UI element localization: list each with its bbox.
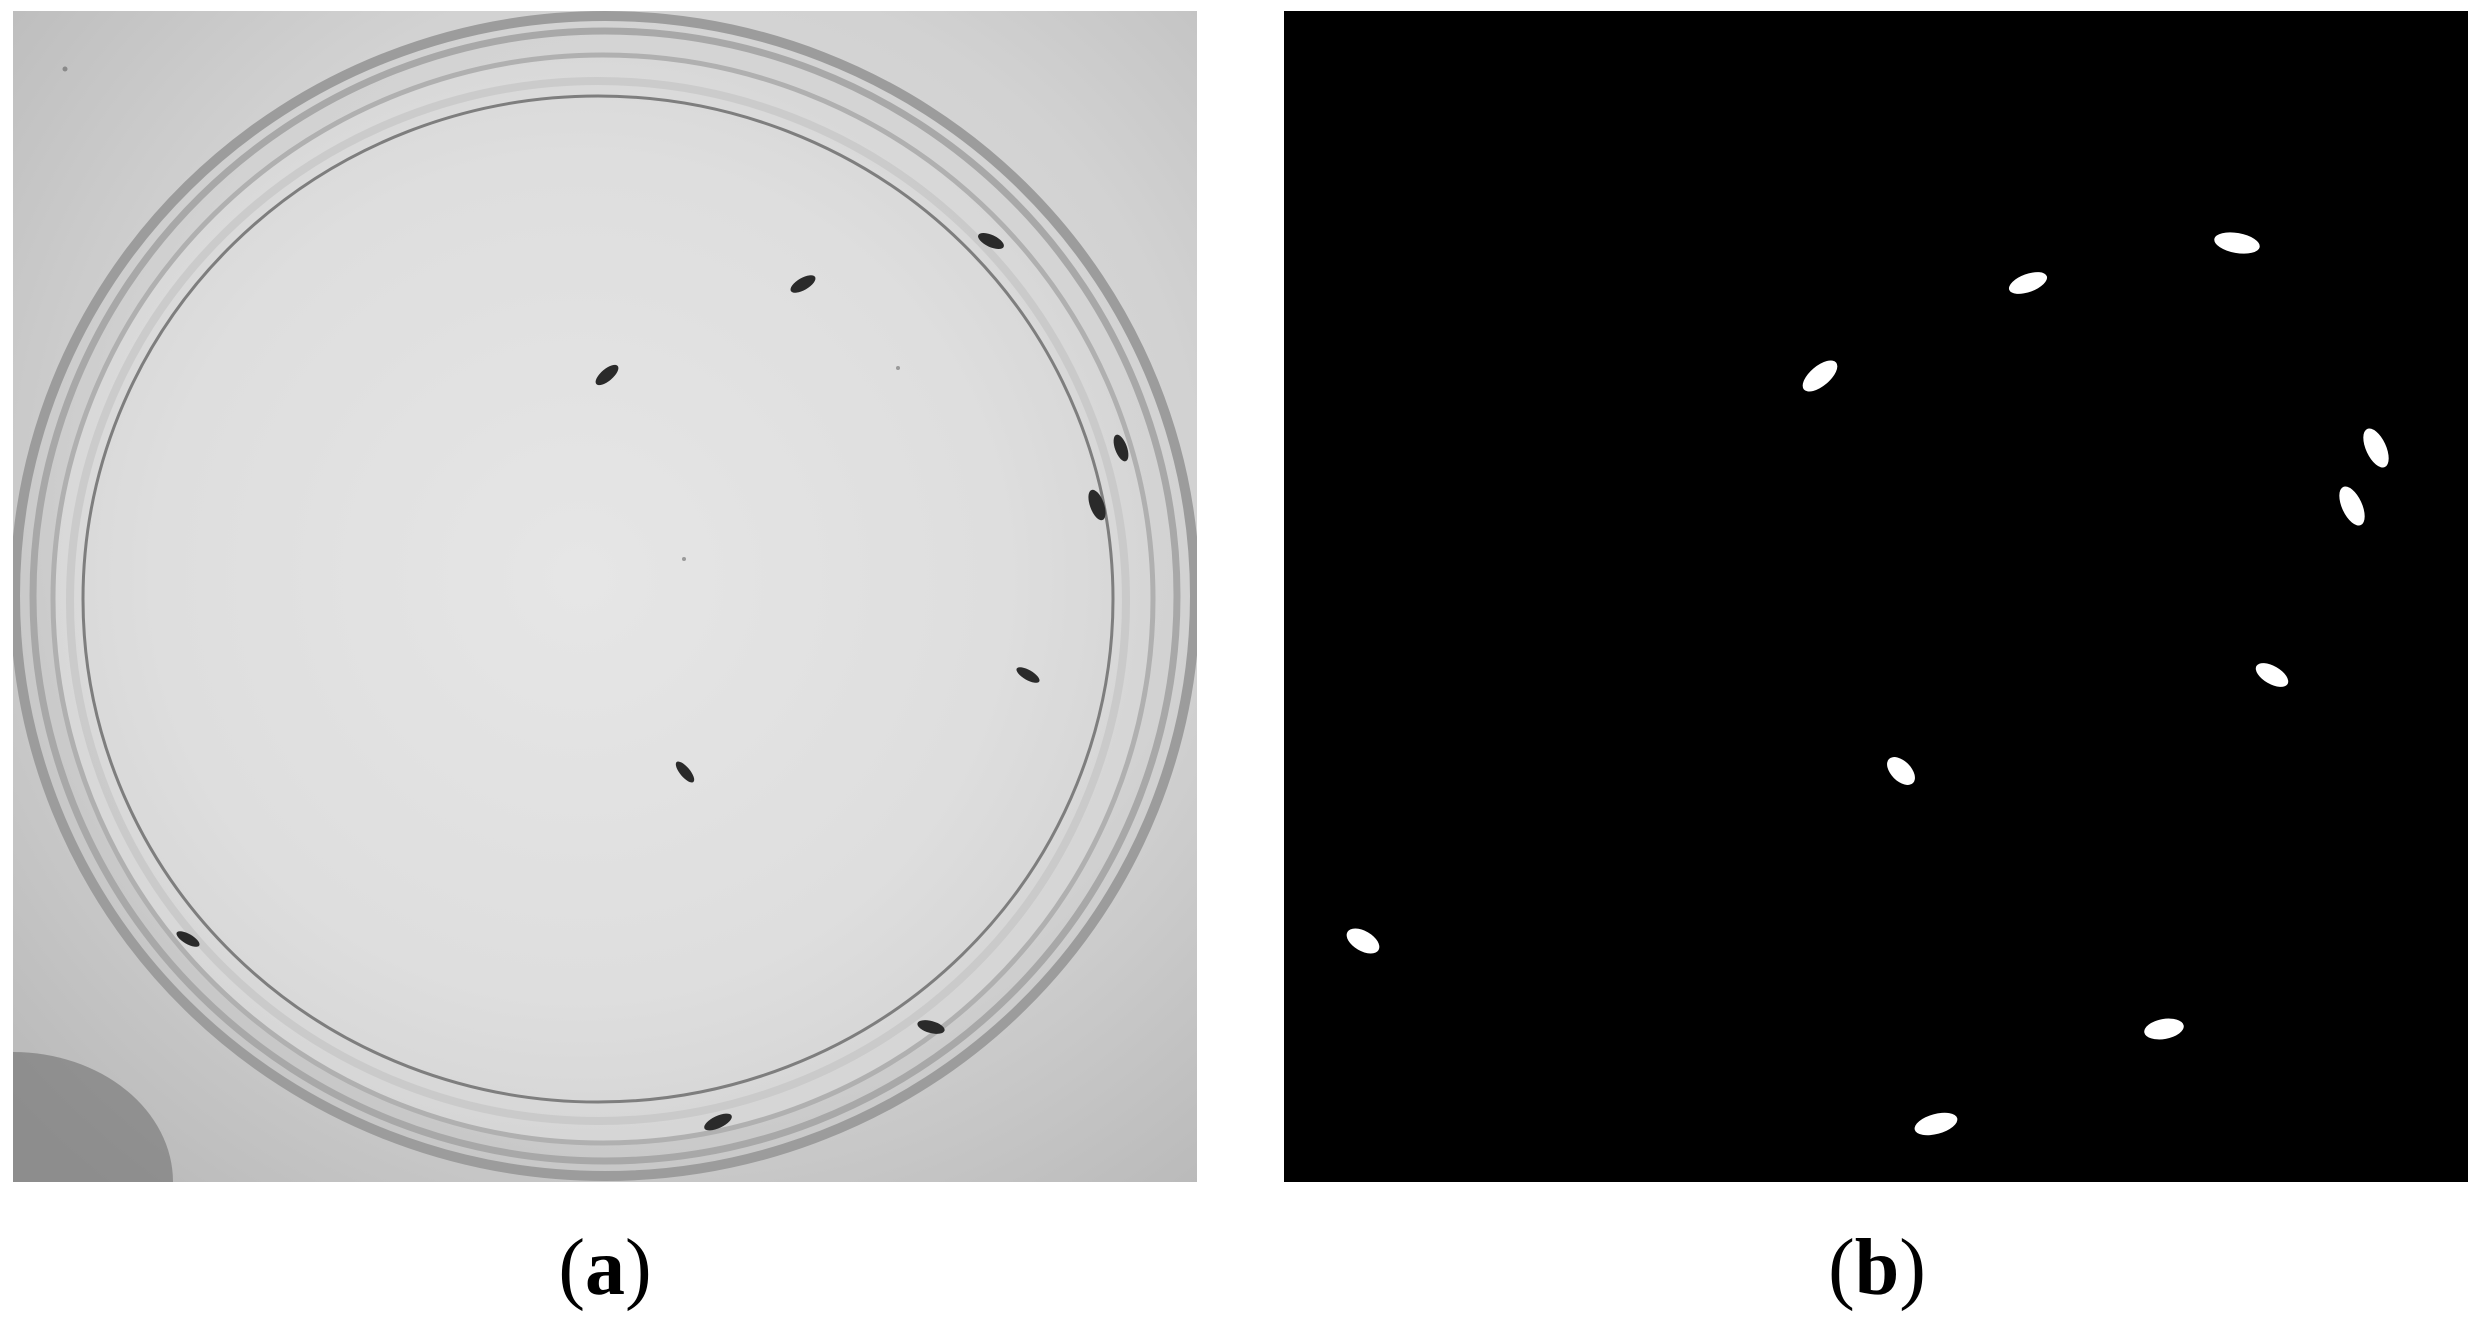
arena-photo [13,11,1197,1182]
speck [62,66,68,72]
vignette-corner [13,1052,173,1182]
blob [2339,486,2365,526]
insects-group [176,232,1129,1131]
blob [2363,428,2389,468]
blob [1346,928,1380,954]
insect [675,761,695,783]
insect [790,275,816,293]
blob [2144,1018,2184,1040]
insect [978,232,1004,250]
insect [1088,489,1106,521]
arena-inner-shadow [66,77,1130,1125]
caption-letter: a [585,1224,625,1312]
blob [1887,757,1915,785]
blob [2008,272,2048,294]
blob [2255,663,2289,687]
blobs-group [1346,232,2389,1136]
mask-panel-b [1284,11,2468,1182]
segmentation-mask [1284,11,2468,1182]
blob [1802,360,1838,392]
caption-paren: ) [1899,1224,1926,1312]
speck [896,366,900,370]
speck [682,557,686,561]
blob [2214,232,2260,254]
panel-b-caption: (b) [1727,1228,2027,1308]
arena-outer-ring [13,11,1197,1181]
insect [1016,667,1040,683]
blob [1914,1112,1958,1136]
insect [1113,434,1129,462]
mask-background [1284,11,2468,1182]
caption-paren: ( [1828,1224,1855,1312]
photo-panel-a [13,11,1197,1182]
insect [595,364,619,386]
insect [917,1020,945,1034]
insect [176,931,200,947]
arena-middle-ring [29,27,1181,1165]
arena-floor [50,52,1156,1146]
panel-a-caption: (a) [455,1228,755,1308]
caption-paren: ) [625,1224,652,1312]
caption-letter: b [1854,1224,1900,1312]
arena-inner-ring [81,94,1115,1104]
caption-paren: ( [558,1224,585,1312]
insect [704,1113,732,1131]
